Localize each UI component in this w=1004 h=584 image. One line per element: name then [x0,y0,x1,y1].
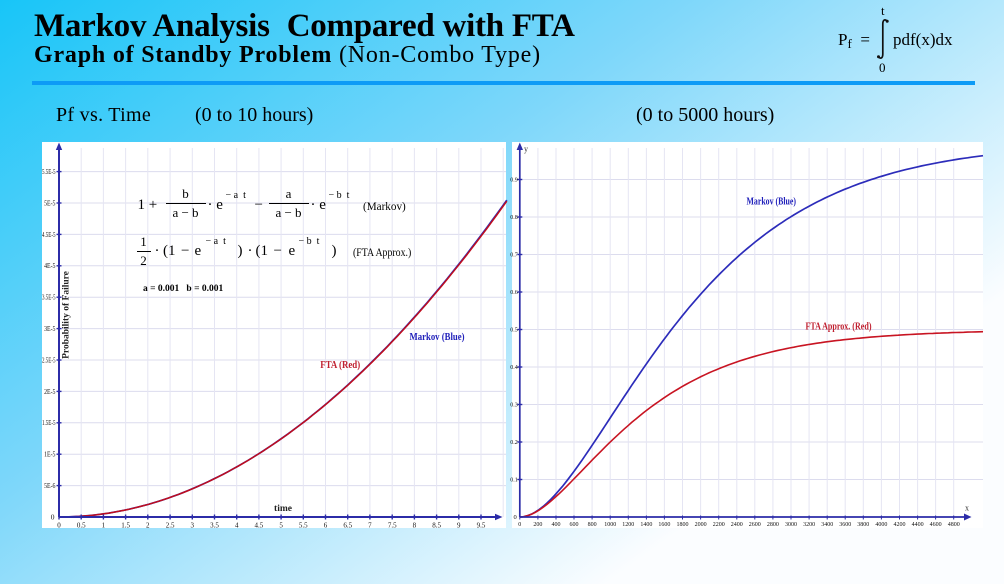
svg-text:3E-5: 3E-5 [44,325,56,333]
svg-text:0.1: 0.1 [510,476,518,483]
svg-text:3200: 3200 [803,522,815,528]
svg-text:2.5: 2.5 [165,521,174,529]
svg-text:0: 0 [518,522,521,528]
svg-text:Probability of Failure: Probability of Failure [61,271,71,359]
svg-text:1000: 1000 [604,522,616,528]
svg-text:0: 0 [50,512,54,521]
svg-text:4.5: 4.5 [254,521,263,529]
svg-text:1E-5: 1E-5 [44,450,56,458]
svg-text:0: 0 [57,521,61,529]
svg-text:4200: 4200 [894,522,906,528]
svg-text:3600: 3600 [839,522,851,528]
svg-text:time: time [274,504,292,514]
svg-text:1800: 1800 [677,522,689,528]
svg-text:1400: 1400 [640,522,652,528]
svg-text:0.8: 0.8 [510,214,518,221]
svg-text:4600: 4600 [930,522,942,528]
svg-text:2400: 2400 [731,522,743,528]
svg-text:4E-5: 4E-5 [44,262,56,270]
svg-text:FTA (Red): FTA (Red) [320,359,360,371]
svg-text:2E-5: 2E-5 [44,387,56,395]
svg-text:y: y [524,144,528,153]
svg-text:3.5E-5: 3.5E-5 [42,293,56,301]
svg-text:3.5: 3.5 [210,521,219,529]
svg-text:2000: 2000 [695,522,707,528]
svg-text:2200: 2200 [713,522,725,528]
svg-text:3: 3 [190,521,194,529]
svg-text:7.5: 7.5 [387,521,396,529]
svg-text:2.5E-5: 2.5E-5 [42,356,56,364]
svg-text:0.7: 0.7 [510,251,518,258]
svg-text:Markov (Blue): Markov (Blue) [409,331,464,343]
svg-text:2800: 2800 [767,522,779,528]
svg-text:5: 5 [279,521,283,529]
svg-text:1200: 1200 [622,522,634,528]
svg-text:0.9: 0.9 [510,176,518,183]
svg-text:1.5: 1.5 [121,521,130,529]
svg-text:7: 7 [368,521,372,529]
svg-text:9.5: 9.5 [476,521,485,529]
svg-text:0.6: 0.6 [510,289,518,296]
svg-text:4400: 4400 [912,522,924,528]
svg-text:4: 4 [234,521,238,529]
svg-text:9: 9 [457,521,461,529]
svg-text:Markov (Blue): Markov (Blue) [747,196,797,207]
svg-text:0.3: 0.3 [510,401,518,408]
svg-text:5E-5: 5E-5 [44,199,56,207]
svg-text:2: 2 [146,521,150,529]
svg-text:3800: 3800 [857,522,869,528]
svg-text:2600: 2600 [749,522,761,528]
svg-text:4000: 4000 [875,522,887,528]
svg-text:FTA Approx. (Red): FTA Approx. (Red) [806,321,872,332]
svg-text:8: 8 [412,521,416,529]
svg-text:5E-6: 5E-6 [44,482,56,490]
svg-text:6: 6 [323,521,327,529]
svg-text:3000: 3000 [785,522,797,528]
svg-text:800: 800 [588,522,597,528]
svg-text:0: 0 [514,514,517,521]
svg-text:600: 600 [570,522,579,528]
svg-text:0.4: 0.4 [510,364,518,371]
svg-text:4.5E-5: 4.5E-5 [42,230,56,238]
svg-text:3400: 3400 [821,522,833,528]
svg-text:0.2: 0.2 [510,439,518,446]
svg-text:5.5E-5: 5.5E-5 [42,168,56,176]
svg-text:5.5: 5.5 [298,521,307,529]
svg-text:1.5E-5: 1.5E-5 [42,419,56,427]
svg-text:8.5: 8.5 [432,521,441,529]
svg-text:1: 1 [101,521,105,529]
svg-text:6.5: 6.5 [343,521,352,529]
svg-text:x: x [965,503,969,512]
svg-text:400: 400 [552,522,561,528]
svg-text:4800: 4800 [948,522,960,528]
svg-text:1600: 1600 [658,522,670,528]
svg-text:200: 200 [533,522,542,528]
svg-text:0.5: 0.5 [76,521,85,529]
svg-text:0.5: 0.5 [510,326,518,333]
